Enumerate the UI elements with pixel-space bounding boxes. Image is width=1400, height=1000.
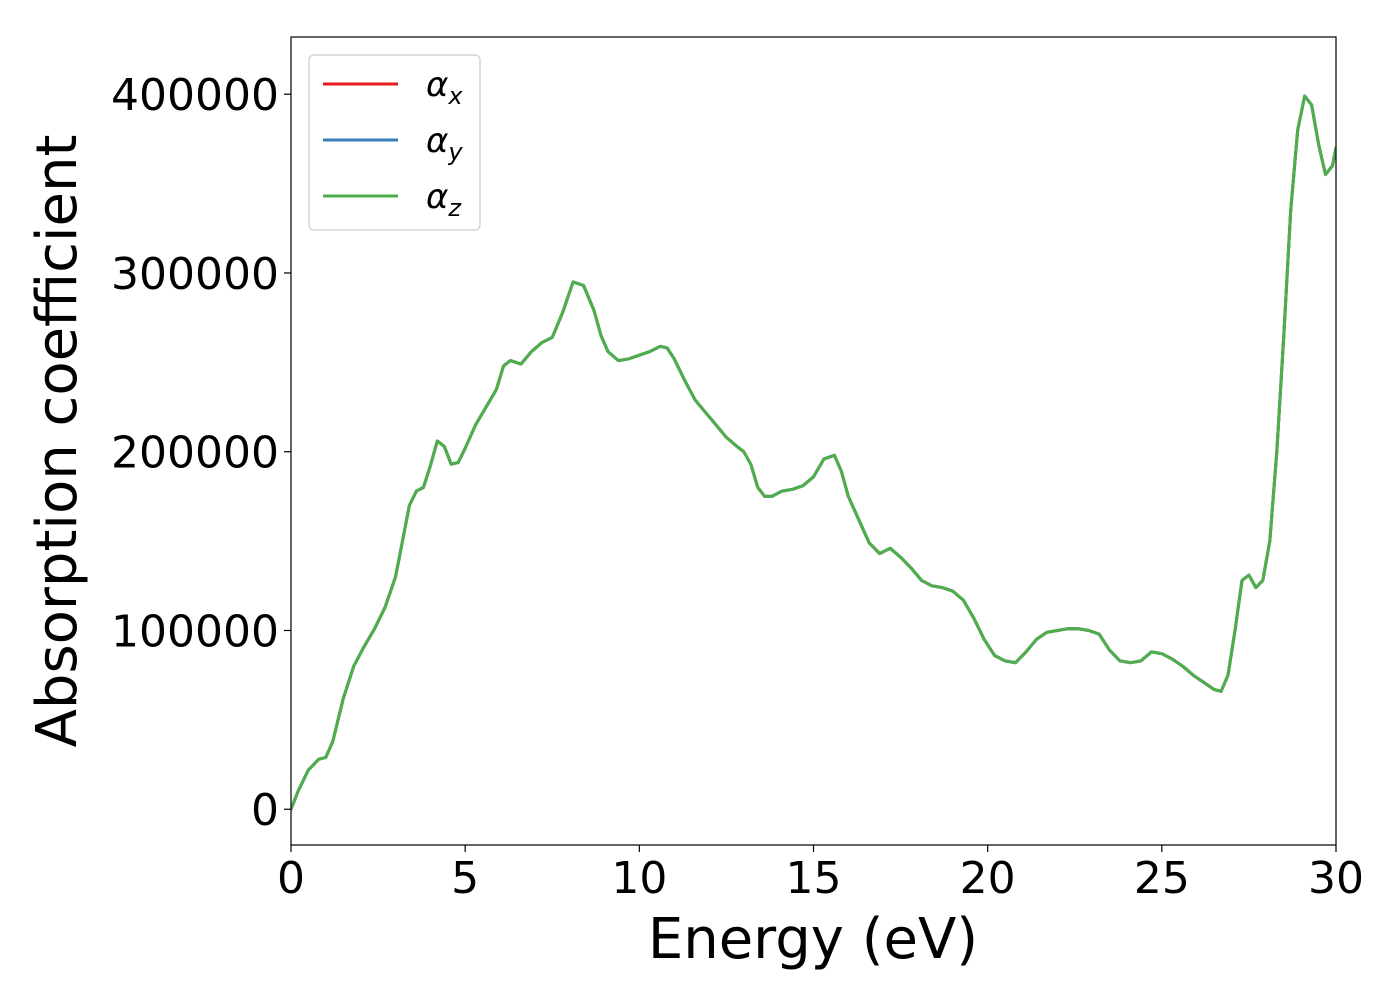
y-tick-label: 300000 <box>111 249 279 300</box>
x-tick-label: 0 <box>277 853 305 904</box>
y-axis-title: Absorption coefficient <box>25 135 90 748</box>
legend-box <box>308 54 481 231</box>
x-tick-label: 15 <box>786 853 842 904</box>
series-line-z <box>291 94 1336 811</box>
x-tick-label: 25 <box>1134 853 1190 904</box>
x-tick-label: 5 <box>451 853 479 904</box>
y-tick-label: 200000 <box>111 428 279 479</box>
y-axis: 0 100000 200000 300000 400000 <box>111 70 291 836</box>
x-tick-label: 20 <box>960 853 1016 904</box>
legend-label-x: αx <box>426 65 463 110</box>
x-axis: 0 5 10 15 20 25 30 <box>277 845 1364 904</box>
y-tick-label: 100000 <box>111 606 279 657</box>
x-axis-title: Energy (eV) <box>648 907 978 972</box>
x-tick-label: 30 <box>1308 853 1364 904</box>
legend-label-z: αz <box>426 177 462 222</box>
legend-subscript: z <box>447 194 462 222</box>
legend-symbol: α <box>426 121 448 161</box>
y-tick-label: 0 <box>251 785 279 836</box>
legend-symbol: α <box>426 65 448 105</box>
legend-subscript: y <box>447 138 463 166</box>
legend-label-y: αy <box>426 121 463 166</box>
legend-symbol: α <box>426 177 448 217</box>
y-tick-label: 400000 <box>111 70 279 121</box>
x-tick-label: 10 <box>611 853 667 904</box>
series-layer <box>291 94 1336 811</box>
legend-subscript: x <box>447 82 463 110</box>
